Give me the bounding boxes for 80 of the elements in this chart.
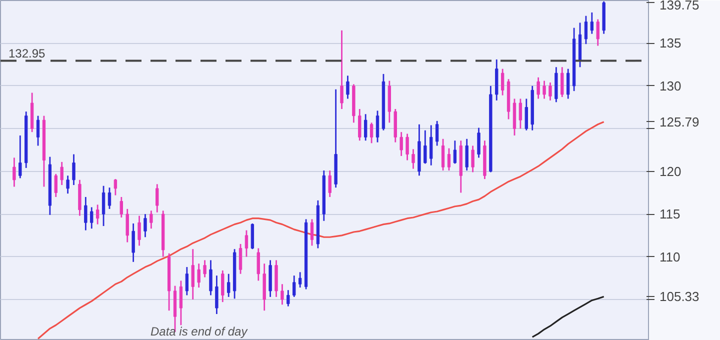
candlestick [227,273,230,298]
candlestick [560,66,564,98]
y-tick-label: 125.79 [660,114,700,130]
candlestick [126,208,129,243]
candlestick [370,122,374,144]
candlestick [203,260,206,278]
candlestick [197,262,200,288]
candlestick [435,120,439,146]
candlestick [238,243,242,275]
candlestick [132,222,135,263]
candlestick [447,148,451,172]
candlestick [256,248,260,282]
candlestick [108,186,112,210]
candlestick [96,204,100,226]
candlestick [156,183,159,214]
candlestick [215,274,218,315]
candlestick [412,148,415,170]
candlestick [328,170,332,198]
candlestick [471,145,474,173]
candlestick [18,134,22,179]
candlestick [376,110,380,144]
candlestick [60,161,64,186]
candlestick [406,133,409,161]
candlestick [548,82,552,102]
candlestick [36,115,40,146]
candlestick [340,30,344,110]
candlestick [90,206,94,230]
candlestick [518,98,522,130]
candlestick [66,174,70,194]
candlestick [358,108,362,142]
candlestick [424,130,427,164]
candlestick [72,154,76,186]
candlestick [346,74,350,100]
candlestick [209,260,212,296]
candlestick [596,18,600,46]
candlestick [430,124,433,166]
candlestick [221,270,224,303]
candlestick [500,68,504,96]
candlestick [536,76,540,100]
candlestick [144,213,147,238]
candlestick [250,222,254,250]
candlestick [542,80,546,100]
candlestick [114,178,118,196]
y-tick-label: 105.33 [660,289,700,304]
line-series [532,296,605,338]
candlestick [441,138,445,172]
candlestick [179,280,183,326]
candlestick [280,283,284,306]
candlestick [453,140,457,164]
candlestick [12,156,16,188]
y-tick-label: 115 [660,206,680,222]
candlestick [54,173,58,198]
y-tick-label: 130 [660,78,682,94]
candlestick [298,271,302,288]
candlestick [590,12,594,35]
ref-line-label: 132.95 [8,46,46,61]
candlestick [102,185,106,227]
y-tick-label: 139.75 [660,0,700,12]
candlestick [524,98,528,132]
candlestick [310,218,314,246]
candlestick [191,248,194,300]
annotation: Data is end of day [150,324,248,338]
candlestick [400,131,403,157]
candlestick [584,15,588,45]
candlestick [292,274,296,298]
y-tick-label: 120 [660,164,682,179]
candlestick [244,230,248,258]
candlestick [477,127,480,158]
candlestick [150,210,153,230]
candlestick [566,68,570,100]
candlestick [185,266,189,296]
y-tick-label: 135 [660,36,682,51]
candlestick [120,196,123,218]
y-tick-label: 110 [660,249,680,264]
candlestick [84,196,88,231]
candlestick [286,289,290,308]
candlestick [138,215,141,246]
line-series [37,121,605,340]
candlestick [465,138,468,172]
candlestick [364,113,368,142]
